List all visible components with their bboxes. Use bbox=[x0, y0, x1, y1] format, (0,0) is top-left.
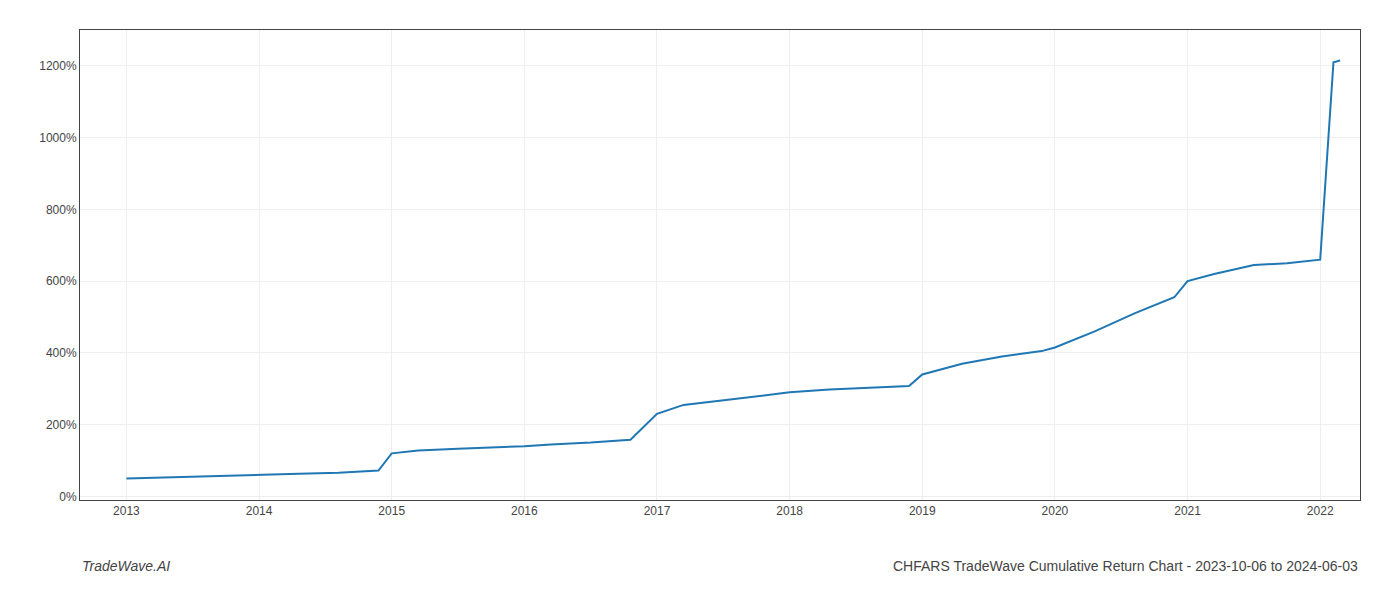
svg-text:TradeWave.AI: TradeWave.AI bbox=[82, 558, 170, 574]
svg-text:2015: 2015 bbox=[378, 504, 405, 518]
svg-text:200%: 200% bbox=[46, 418, 77, 432]
svg-text:2019: 2019 bbox=[909, 504, 936, 518]
svg-text:2021: 2021 bbox=[1174, 504, 1201, 518]
svg-text:2018: 2018 bbox=[776, 504, 803, 518]
svg-text:400%: 400% bbox=[46, 346, 77, 360]
svg-text:2016: 2016 bbox=[511, 504, 538, 518]
svg-text:1200%: 1200% bbox=[39, 59, 77, 73]
svg-text:2020: 2020 bbox=[1042, 504, 1069, 518]
svg-text:CHFARS TradeWave Cumulative Re: CHFARS TradeWave Cumulative Return Chart… bbox=[893, 558, 1358, 574]
svg-text:600%: 600% bbox=[46, 274, 77, 288]
svg-text:2014: 2014 bbox=[246, 504, 273, 518]
svg-text:0%: 0% bbox=[59, 490, 77, 504]
svg-text:800%: 800% bbox=[46, 203, 77, 217]
svg-text:2022: 2022 bbox=[1307, 504, 1334, 518]
svg-text:2017: 2017 bbox=[644, 504, 671, 518]
svg-text:2013: 2013 bbox=[113, 504, 140, 518]
svg-text:1000%: 1000% bbox=[39, 131, 77, 145]
